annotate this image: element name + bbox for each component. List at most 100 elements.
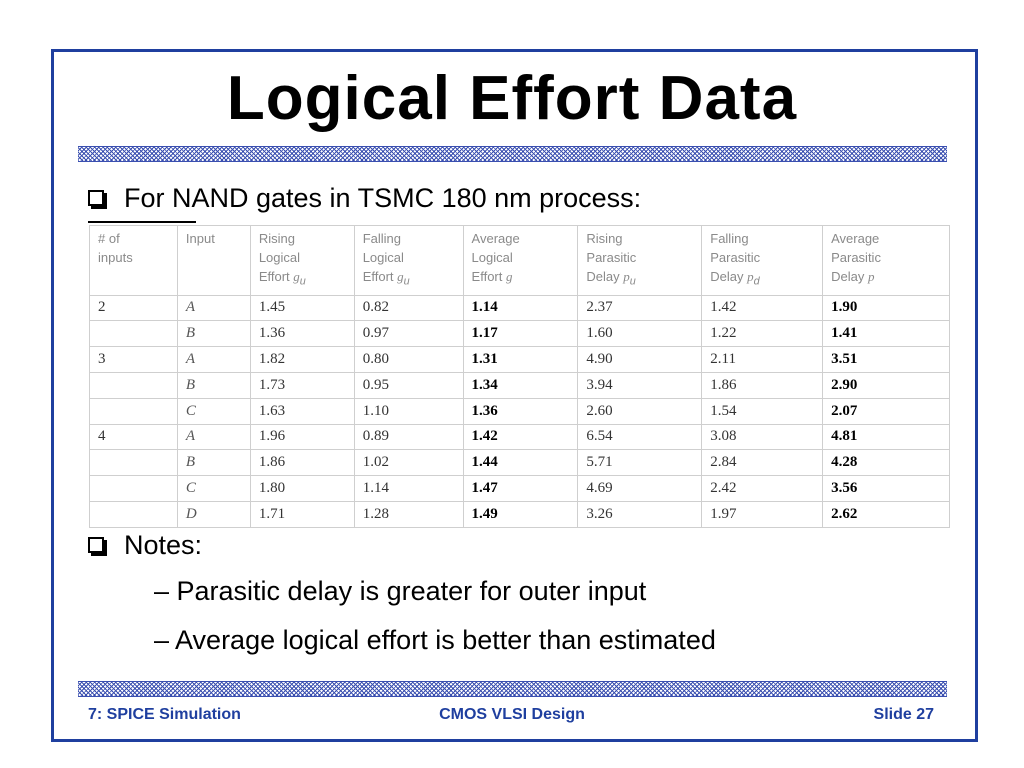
table-cell: 3.26 xyxy=(577,500,703,528)
header-text: Delay xyxy=(586,269,620,284)
header-symbol: p xyxy=(867,269,875,284)
table-cell: D xyxy=(176,500,251,528)
table-cell: 1.90 xyxy=(822,294,950,322)
table-cell: 1.10 xyxy=(353,397,464,425)
header-text: Effort xyxy=(258,269,290,284)
table-cell: 1.45 xyxy=(249,294,355,322)
table-cell: C xyxy=(176,475,251,502)
table-cell: 1.60 xyxy=(577,320,703,348)
table-cell: 3.51 xyxy=(822,346,950,373)
table-cell: 1.96 xyxy=(249,423,355,451)
table-cell xyxy=(89,320,178,348)
table-cell: B xyxy=(176,449,251,477)
header-symbol: p xyxy=(747,269,754,284)
table-cell xyxy=(89,371,178,399)
table-cell: 3 xyxy=(89,346,178,373)
table-cell: 4.28 xyxy=(822,449,950,477)
header-text: # of xyxy=(98,231,120,246)
header-symbol: g xyxy=(506,269,513,284)
slide-title: Logical Effort Data xyxy=(226,64,798,133)
table-cell: 2.07 xyxy=(822,397,950,425)
footer-course: CMOS VLSI Design xyxy=(439,706,585,723)
header-text: Falling xyxy=(710,231,749,246)
table-cell: A xyxy=(176,294,251,322)
table-cell: C xyxy=(176,397,251,425)
table-cell: A xyxy=(176,423,251,451)
checkbox-bullet-icon xyxy=(88,537,107,556)
table-cell: 2 xyxy=(89,294,178,322)
footer-divider xyxy=(78,681,947,697)
table-cell: 1.34 xyxy=(462,371,579,399)
table-cell: A xyxy=(176,346,251,373)
table-cell: 1.36 xyxy=(462,397,579,425)
table-header-cell: # of inputs xyxy=(89,225,178,296)
table-cell: 0.82 xyxy=(353,294,464,322)
slide-frame xyxy=(51,49,978,742)
table-cell: 1.42 xyxy=(462,423,579,451)
table-header-cell: Rising Logical Effort gu xyxy=(249,225,355,296)
table-row: D 1.71 1.28 1.49 3.26 1.97 2.62 xyxy=(89,500,950,528)
table-cell: 1.42 xyxy=(701,294,824,322)
header-symbol: g xyxy=(397,269,404,284)
table-cell: 1.44 xyxy=(462,449,579,477)
table-cell: 0.97 xyxy=(353,320,464,348)
table-cell: 2.84 xyxy=(701,449,824,477)
bullet-nand-gates: For NAND gates in TSMC 180 nm process: xyxy=(88,182,641,214)
header-subscript: u xyxy=(629,275,636,288)
table-cell: 0.80 xyxy=(353,346,464,373)
table-cell: 1.36 xyxy=(249,320,355,348)
table-cell: B xyxy=(176,371,251,399)
table-cell: 1.14 xyxy=(353,475,464,502)
header-text: Parasitic xyxy=(586,250,637,265)
table-cell: 0.95 xyxy=(353,371,464,399)
table-cell: 2.42 xyxy=(701,475,824,502)
table-cell: 1.02 xyxy=(353,449,464,477)
table-cell: 4 xyxy=(89,423,178,451)
table-cell: 4.69 xyxy=(577,475,703,502)
table-cell: 3.08 xyxy=(701,423,824,451)
header-subscript: d xyxy=(753,275,760,288)
table-cell xyxy=(89,449,178,477)
footer-slide-number: Slide 27 xyxy=(873,706,934,723)
table-header-cell: Input xyxy=(176,225,251,296)
header-text: Average xyxy=(831,231,880,246)
table-cell xyxy=(89,500,178,528)
table-row: B 1.73 0.95 1.34 3.94 1.86 2.90 xyxy=(89,371,950,399)
header-subscript: u xyxy=(299,275,306,288)
table-row: 3 A 1.82 0.80 1.31 4.90 2.11 3.51 xyxy=(89,346,950,373)
table-cell: 2.37 xyxy=(577,294,703,322)
table-cell: 1.80 xyxy=(249,475,355,502)
header-text: Rising xyxy=(258,231,295,246)
header-text: Effort xyxy=(362,269,394,284)
table-cell: 4.81 xyxy=(822,423,950,451)
bullet-text: For NAND gates in TSMC 180 nm process: xyxy=(124,183,642,213)
table-cell: 1.86 xyxy=(701,371,824,399)
table-header-cell: Average Logical Effort g xyxy=(462,225,579,296)
header-text: Falling xyxy=(362,231,401,246)
table-cell: 1.17 xyxy=(462,320,579,348)
table-body: 2 A 1.45 0.82 1.14 2.37 1.42 1.90 B 1.36 0.97 1.17 1… xyxy=(89,294,950,528)
table-cell: 1.82 xyxy=(249,346,355,373)
header-symbol: p xyxy=(623,269,630,284)
title-divider xyxy=(78,146,947,162)
table-row: C 1.63 1.10 1.36 2.60 1.54 2.07 xyxy=(89,397,950,425)
note-item: – Average logical effort is better than … xyxy=(154,625,716,655)
header-text: Logical xyxy=(258,250,301,265)
header-text: inputs xyxy=(98,250,133,265)
note-item: – Parasitic delay is greater for outer i… xyxy=(154,576,647,606)
table-cell xyxy=(89,475,178,502)
header-text: Parasitic xyxy=(710,250,761,265)
table-cell: 3.94 xyxy=(577,371,703,399)
header-text: Effort xyxy=(471,269,503,284)
header-text: Logical xyxy=(471,250,513,265)
header-subscript: u xyxy=(403,275,410,288)
table-cell: 1.97 xyxy=(701,500,824,528)
table-cell: 2.62 xyxy=(822,500,950,528)
table-cell: 2.11 xyxy=(701,346,824,373)
checkbox-bullet-icon xyxy=(88,190,107,209)
table-header-cell: Falling Logical Effort gu xyxy=(353,225,464,296)
header-text: Rising xyxy=(586,231,623,246)
table-cell: 3.56 xyxy=(822,475,950,502)
table-cell: 2.60 xyxy=(577,397,703,425)
table-cell xyxy=(89,397,178,425)
